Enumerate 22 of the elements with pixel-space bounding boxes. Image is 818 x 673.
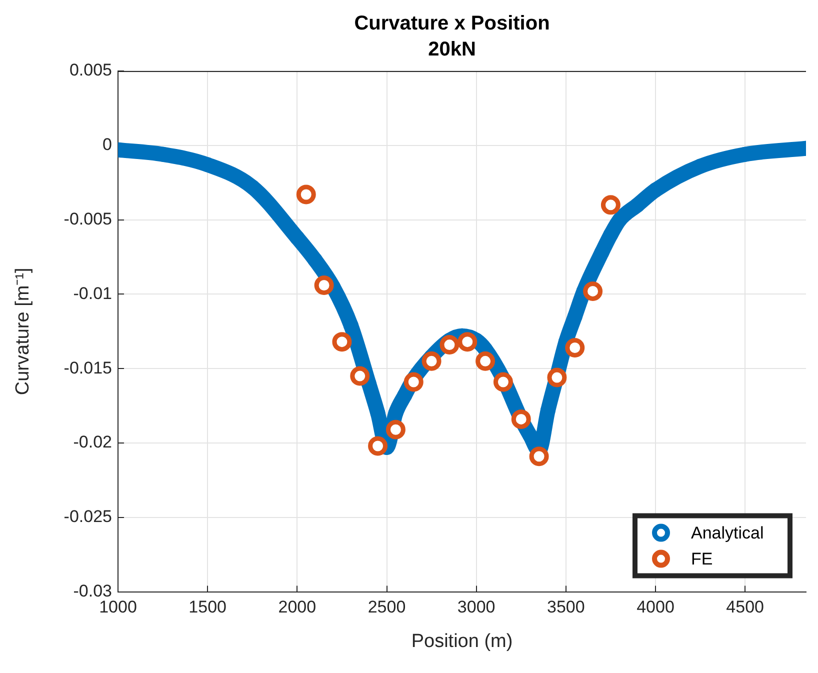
chart-title: Curvature x Position xyxy=(354,12,550,35)
y-tick-label: -0.03 xyxy=(73,581,112,600)
y-tick-label: -0.005 xyxy=(64,209,112,228)
y-tick-label: -0.01 xyxy=(73,284,112,303)
y-axis-title: Curvature [m⁻¹] xyxy=(12,268,34,396)
y-tick-label: -0.02 xyxy=(73,432,112,452)
legend-label: Analytical xyxy=(691,523,764,542)
x-tick-label: 4500 xyxy=(726,598,764,617)
y-tick-label: -0.025 xyxy=(64,507,112,526)
chart-subtitle: 20kN xyxy=(428,38,476,61)
y-tick-label: 0 xyxy=(102,135,112,154)
legend-label: FE xyxy=(691,549,713,568)
x-tick-label: 3000 xyxy=(457,598,496,617)
x-tick-label: 2500 xyxy=(368,598,406,617)
x-axis-title: Position (m) xyxy=(411,630,513,652)
y-tick-label: -0.015 xyxy=(64,358,112,378)
x-tick-label: 2000 xyxy=(278,598,316,617)
x-tick-label: 3500 xyxy=(547,598,585,617)
x-tick-label: 4000 xyxy=(636,598,674,617)
y-tick-label: 0.005 xyxy=(69,60,112,80)
x-tick-label: 1500 xyxy=(188,598,226,617)
x-tick-label: 1000 xyxy=(99,598,137,617)
